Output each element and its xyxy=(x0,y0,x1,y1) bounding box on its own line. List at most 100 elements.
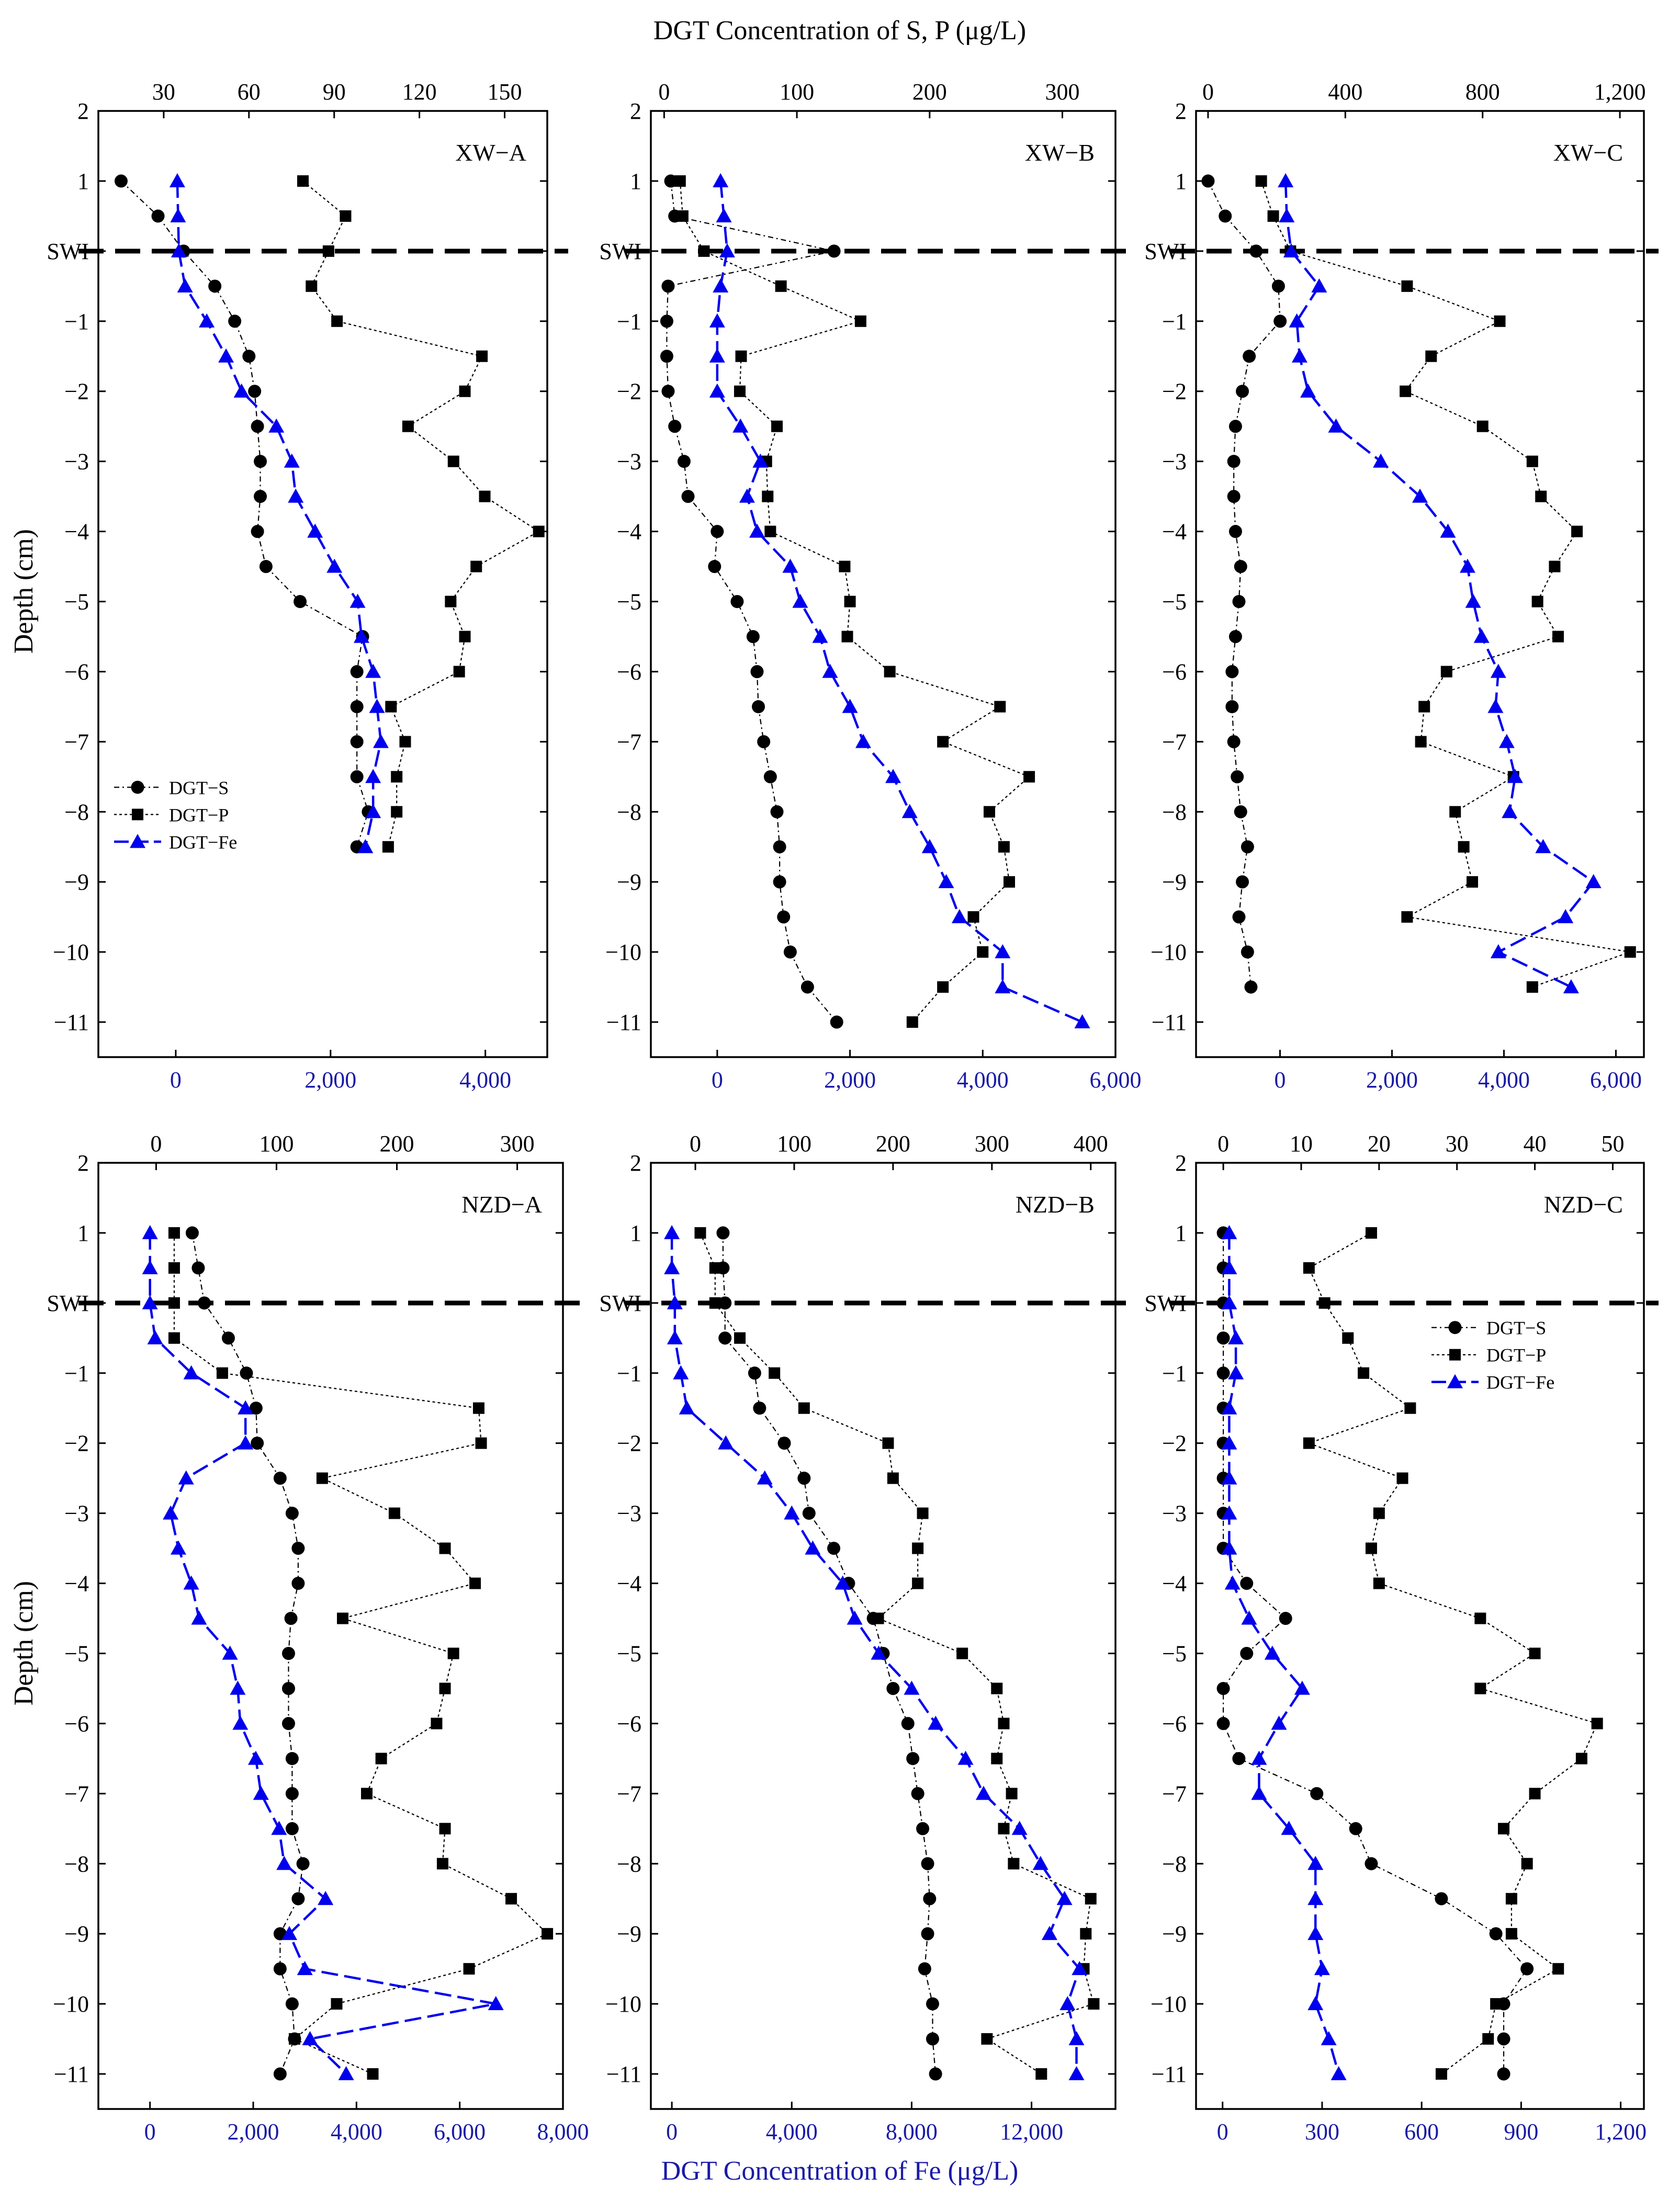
y-tick-label: −9 xyxy=(64,1921,89,1947)
top-tick-label: 300 xyxy=(975,1131,1009,1157)
data-point-s xyxy=(350,665,364,678)
data-point-p xyxy=(1415,736,1427,748)
data-point-s xyxy=(285,1997,299,2011)
data-point-fe xyxy=(885,769,901,783)
data-point-p xyxy=(168,1227,180,1239)
y-tick-label: −2 xyxy=(617,1431,641,1456)
y-tick-label: −7 xyxy=(1162,729,1187,755)
data-point-fe xyxy=(673,1365,689,1379)
data-point-fe xyxy=(271,1821,287,1835)
y-tick-label: −3 xyxy=(1162,449,1187,475)
data-point-p xyxy=(1490,1998,1502,2010)
data-point-p xyxy=(1004,876,1016,888)
data-point-s xyxy=(1232,1752,1246,1765)
data-point-p xyxy=(168,1297,180,1309)
data-point-fe xyxy=(253,1786,269,1800)
data-point-fe xyxy=(842,699,858,713)
data-point-s xyxy=(661,279,675,293)
data-point-p xyxy=(1035,2068,1047,2080)
data-point-fe xyxy=(679,1400,695,1415)
data-point-p xyxy=(1476,420,1489,432)
data-point-s xyxy=(746,630,760,643)
data-point-fe xyxy=(233,383,250,398)
y-tick-label: −4 xyxy=(64,1571,89,1597)
data-point-fe xyxy=(326,558,343,573)
data-point-fe xyxy=(169,173,185,187)
y-tick-label: 2 xyxy=(77,1150,89,1176)
data-point-fe xyxy=(1283,243,1299,257)
data-point-s xyxy=(1236,875,1249,889)
top-tick-label: 200 xyxy=(876,1131,910,1157)
data-point-s xyxy=(1227,455,1241,468)
data-point-p xyxy=(385,701,397,713)
data-point-p xyxy=(1535,490,1547,502)
y-tick-label: −5 xyxy=(64,589,89,614)
data-point-fe xyxy=(1032,1856,1048,1870)
data-point-p xyxy=(1318,1297,1331,1309)
data-point-fe xyxy=(1585,874,1602,889)
data-point-fe xyxy=(1251,1751,1267,1765)
data-point-fe xyxy=(302,2031,318,2046)
data-point-p xyxy=(1529,1647,1541,1659)
data-point-s xyxy=(197,1296,211,1310)
bottom-tick-label: 4,000 xyxy=(459,1067,511,1093)
data-point-fe xyxy=(1228,1365,1244,1379)
y-tick-label: −6 xyxy=(64,659,89,685)
panel-title: XW−B xyxy=(1025,139,1095,166)
data-point-p xyxy=(1401,911,1413,923)
data-point-p xyxy=(1023,771,1035,783)
data-point-fe xyxy=(1490,944,1506,959)
y-tick-label: −6 xyxy=(617,1711,641,1736)
top-tick-label: 30 xyxy=(152,79,175,105)
top-tick-label: 300 xyxy=(500,1131,535,1157)
data-point-p xyxy=(884,666,896,678)
data-point-s xyxy=(251,525,264,538)
data-point-s xyxy=(273,1962,287,1976)
data-point-s xyxy=(1228,630,1242,643)
data-point-s xyxy=(281,1716,295,1730)
bottom-tick-label: 6,000 xyxy=(434,2119,486,2145)
y-tick-label: −11 xyxy=(54,2061,89,2087)
data-point-fe xyxy=(1473,629,1490,643)
data-point-s xyxy=(911,1787,924,1800)
data-point-fe xyxy=(268,418,285,433)
data-point-s xyxy=(1497,2032,1510,2046)
data-point-fe xyxy=(177,278,193,293)
data-point-fe xyxy=(1068,2066,1085,2081)
data-point-fe xyxy=(1465,593,1481,608)
y-tick-label: −10 xyxy=(1151,1991,1187,2017)
data-point-s xyxy=(1216,1331,1230,1345)
data-point-fe xyxy=(667,1295,683,1309)
data-point-p xyxy=(1526,981,1538,993)
data-point-p xyxy=(998,1823,1010,1835)
data-point-p xyxy=(709,1262,721,1274)
data-point-s xyxy=(802,1507,816,1520)
data-point-fe xyxy=(739,488,755,503)
data-point-fe xyxy=(297,1961,313,1976)
y-tick-label: 1 xyxy=(77,1220,89,1246)
data-point-s xyxy=(1228,420,1242,433)
y-tick-label: −11 xyxy=(606,1009,641,1035)
data-point-s xyxy=(1236,385,1249,398)
y-tick-label: 1 xyxy=(77,169,89,194)
data-point-fe xyxy=(288,488,304,503)
y-tick-label: −5 xyxy=(1162,589,1187,614)
top-tick-label: 1,200 xyxy=(1594,79,1646,105)
data-point-s xyxy=(1219,209,1232,223)
panel-title: NZD−A xyxy=(461,1191,542,1218)
data-point-s xyxy=(1228,525,1242,538)
series-line-s xyxy=(120,181,369,847)
data-point-p xyxy=(453,666,465,678)
data-point-p xyxy=(1373,1577,1385,1589)
y-tick-label: −11 xyxy=(1152,2061,1187,2087)
data-point-fe xyxy=(1311,278,1327,293)
top-tick-label: 100 xyxy=(777,1131,811,1157)
data-point-s xyxy=(718,1331,732,1345)
data-point-fe xyxy=(1221,1260,1237,1274)
data-point-p xyxy=(734,1332,746,1344)
top-tick-label: 90 xyxy=(323,79,346,105)
data-point-s xyxy=(916,1822,930,1835)
data-point-fe xyxy=(835,1575,851,1590)
data-point-p xyxy=(991,1682,1003,1695)
data-point-p xyxy=(288,2033,300,2045)
